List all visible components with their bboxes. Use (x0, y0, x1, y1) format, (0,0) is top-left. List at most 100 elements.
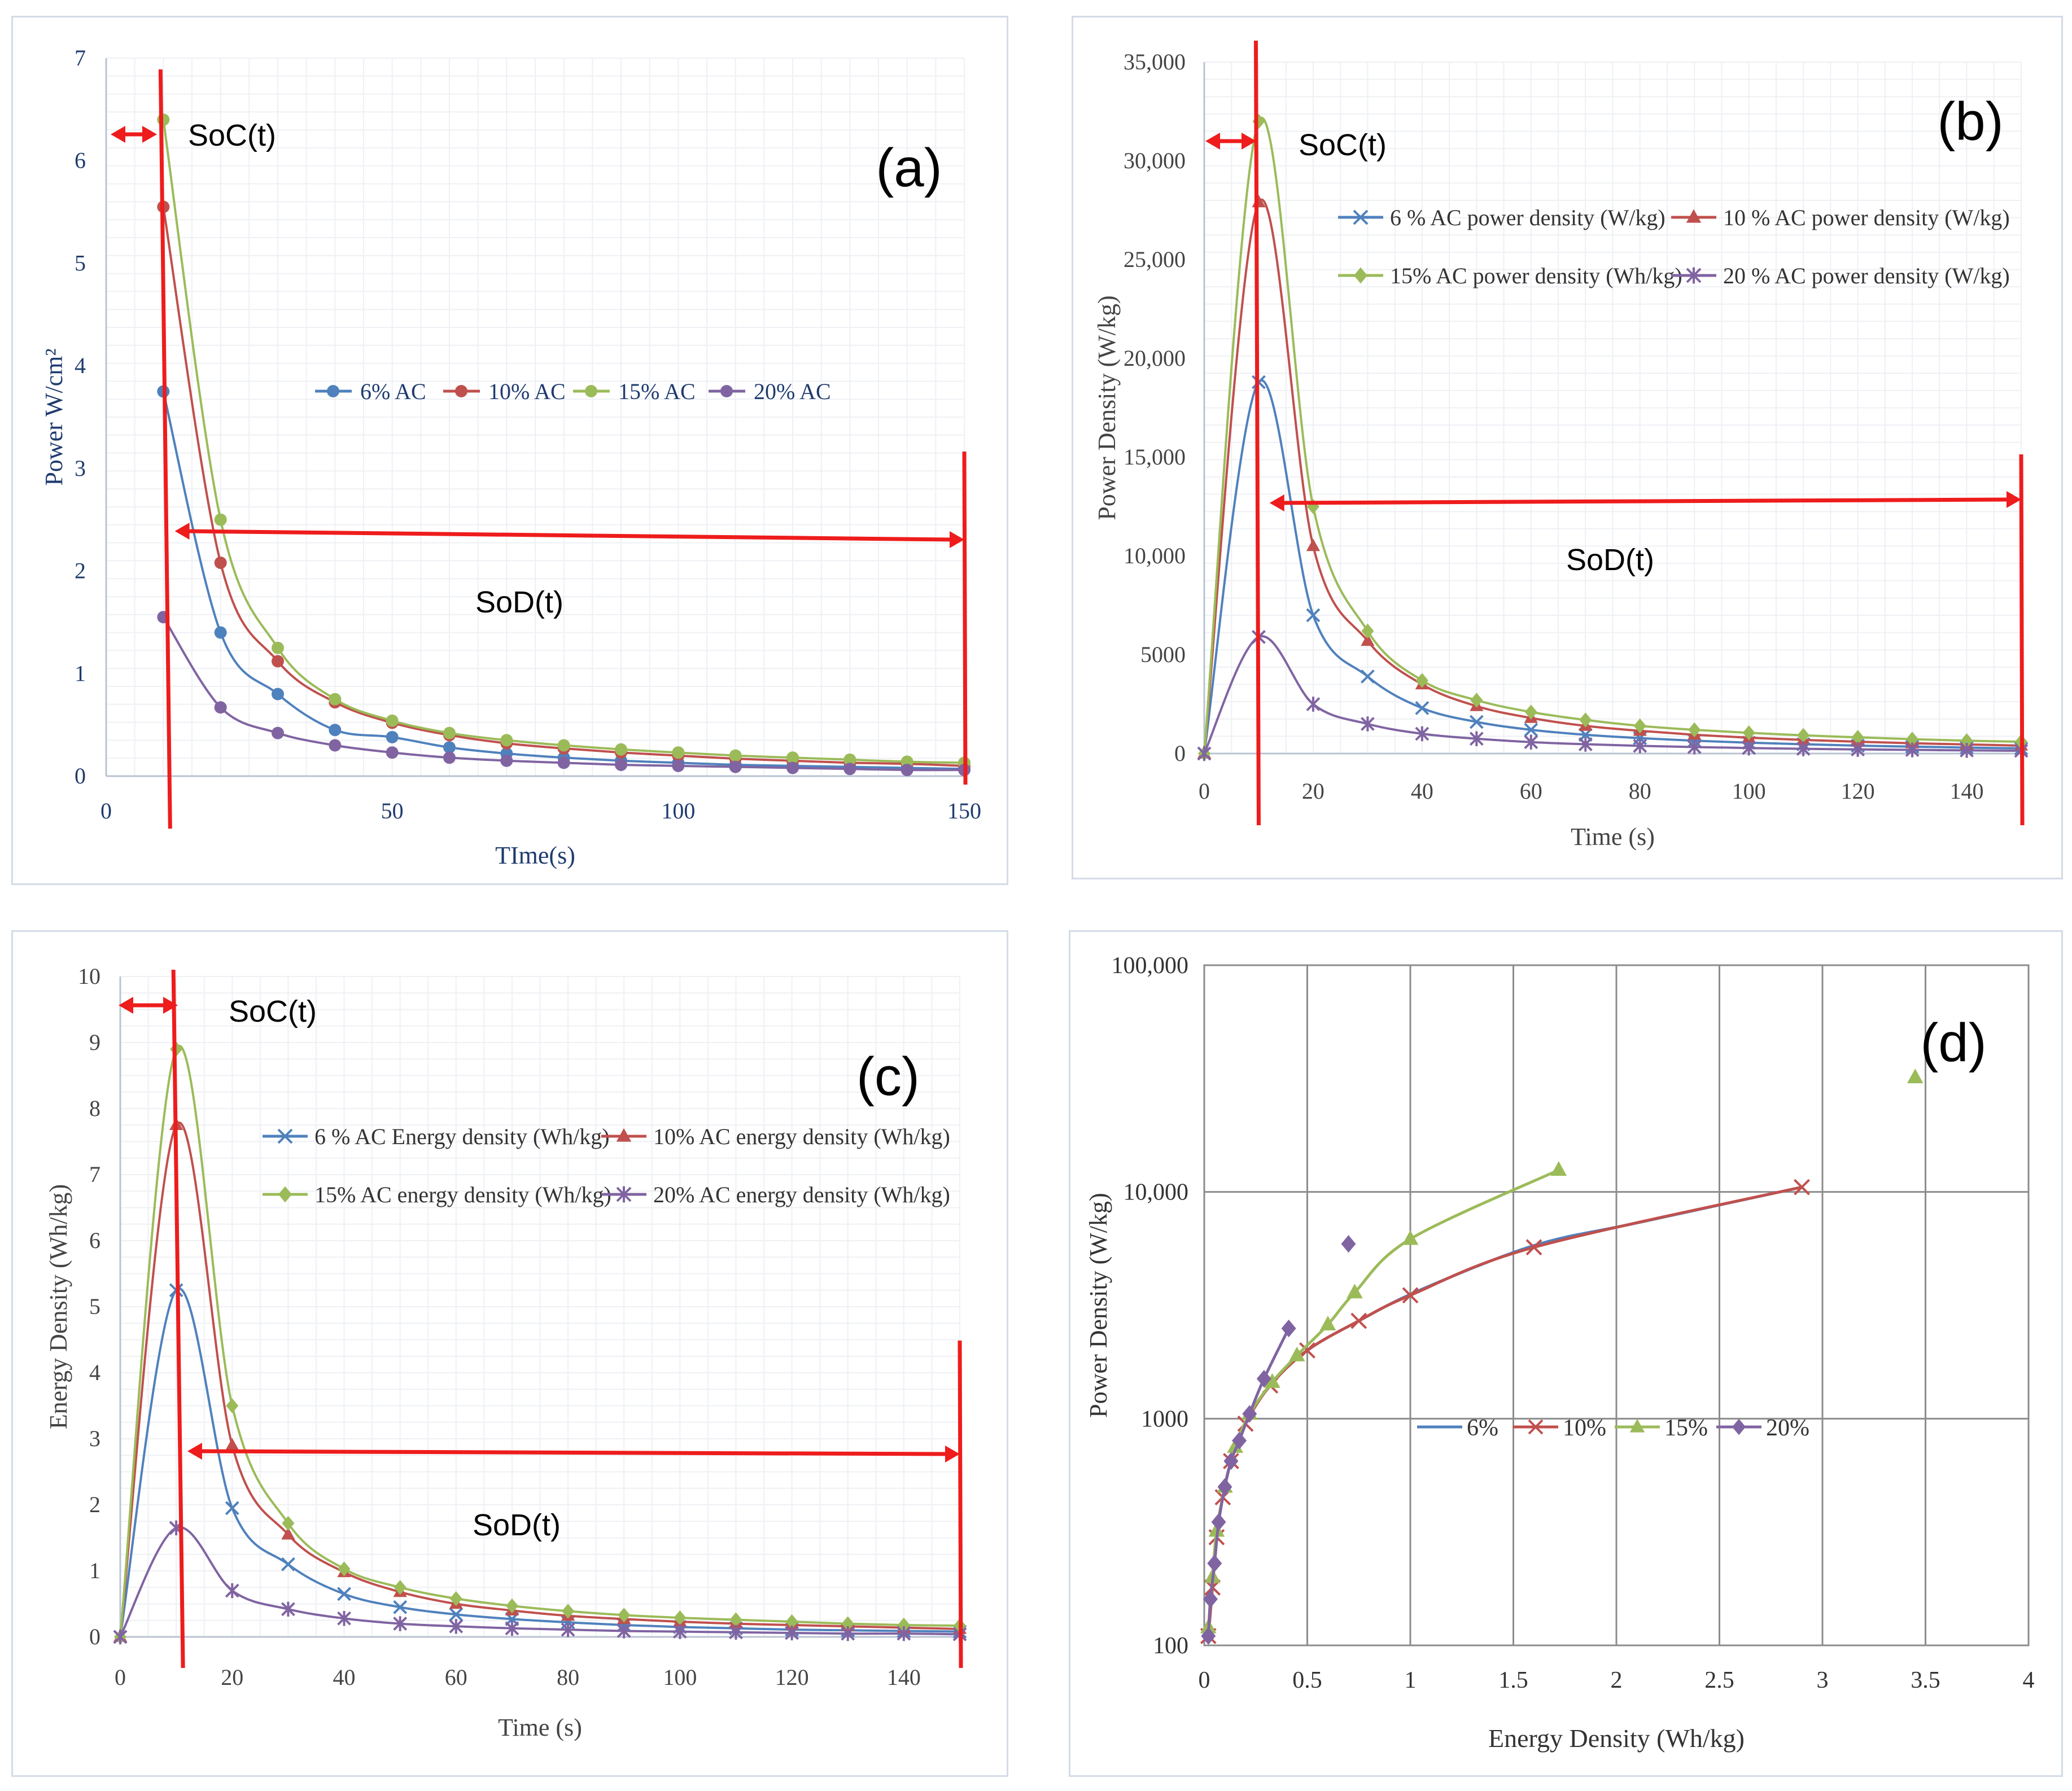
data-point (785, 1625, 799, 1641)
legend-marker (1686, 209, 1702, 223)
legend-label: 20% AC energy density (Wh/kg) (653, 1182, 950, 1207)
y-tick-label: 5000 (1140, 642, 1186, 667)
legend-marker (585, 385, 597, 397)
sod-arrow-left-head (174, 523, 190, 540)
legend-label: 10% (1563, 1415, 1606, 1441)
legend-marker (616, 1186, 632, 1203)
data-point (1299, 1342, 1315, 1359)
x-tick-label: 3.5 (1911, 1667, 1940, 1693)
data-point (1201, 1627, 1216, 1645)
sod-arrow-shaft (1280, 497, 2010, 505)
data-point (281, 1601, 295, 1617)
data-point (843, 763, 856, 776)
y-tick-label: 35,000 (1124, 49, 1186, 75)
data-point (1402, 1230, 1419, 1245)
data-point (1633, 738, 1647, 754)
data-point (1633, 718, 1646, 734)
data-point (1319, 1316, 1336, 1331)
data-point (1402, 1287, 1419, 1304)
sod-arrow-shaft (198, 1449, 949, 1456)
soc-divider-line (1253, 40, 1261, 826)
y-tick-label: 7 (89, 1162, 100, 1187)
data-point (225, 1501, 239, 1516)
x-tick-label: 0 (1199, 778, 1210, 804)
legend-label: 10 % AC power density (W/kg) (1723, 205, 2010, 230)
y-axis-label: Energy Density (Wh/kg) (45, 1184, 72, 1429)
data-point (1579, 712, 1592, 728)
data-point (443, 751, 456, 764)
data-point (1524, 722, 1538, 737)
x-tick-label: 50 (381, 798, 404, 824)
data-point (557, 756, 570, 769)
y-tick-label: 1 (75, 660, 86, 686)
y-tick-label: 100,000 (1112, 953, 1189, 979)
soc-divider-line (158, 69, 172, 829)
data-point (1223, 1452, 1239, 1470)
x-axis-label: TIme(s) (495, 842, 575, 869)
x-tick-label: 0 (1199, 1667, 1210, 1693)
data-point (113, 1629, 128, 1645)
data-point (281, 1527, 295, 1540)
legend-a: 6% AC 10% AC 15% AC 20% AC (315, 379, 831, 404)
data-point (1905, 742, 1920, 757)
legend-label: 15% AC energy density (Wh/kg) (314, 1182, 611, 1207)
data-point (1256, 1370, 1271, 1388)
sod-arrow-right-head (945, 1446, 960, 1462)
data-point (157, 113, 170, 126)
data-point (500, 754, 513, 767)
grid-d (1203, 964, 2030, 1647)
panel-label: (d) (1920, 1013, 1986, 1073)
data-point (1469, 715, 1484, 729)
series-line (1207, 1185, 1803, 1636)
series-line (119, 1045, 960, 1637)
data-point (897, 1617, 910, 1633)
y-tick-label: 4 (75, 353, 86, 378)
legend-d: 6% 10% 15% 20% (1417, 1415, 1809, 1441)
x-tick-label: 80 (1629, 778, 1651, 804)
sod-arrow-right-head (2007, 491, 2021, 508)
data-point (1687, 739, 1702, 755)
data-point (1550, 1161, 1567, 1176)
x-tick-label: 150 (947, 798, 981, 824)
data-point (449, 1607, 464, 1622)
data-point (282, 1516, 295, 1531)
y-tick-label: 2 (75, 558, 86, 584)
y-tick-label: 9 (89, 1030, 100, 1055)
data-point (729, 1624, 743, 1640)
x-tick-label: 20 (221, 1665, 243, 1690)
data-point (226, 1398, 239, 1413)
data-point (386, 714, 399, 727)
x-tick-label: 40 (1411, 778, 1433, 804)
y-tick-label: 25,000 (1124, 247, 1186, 272)
data-point (1524, 704, 1537, 720)
data-point (443, 741, 456, 754)
legend-label: 20% AC (754, 379, 831, 404)
legend-label: 20% (1766, 1415, 1809, 1441)
x-tick-label: 60 (445, 1665, 467, 1690)
series-line (162, 207, 965, 767)
data-point (1360, 716, 1375, 732)
data-point (615, 759, 627, 772)
soc-label: SoC(t) (229, 995, 317, 1028)
data-point (449, 1591, 462, 1606)
soc-label: SoC(t) (1299, 128, 1387, 162)
data-point (1906, 732, 1919, 747)
series-line (1207, 1328, 1290, 1636)
annotations-c: SoC(t) SoD(t) (119, 969, 963, 1669)
data-point (505, 1598, 518, 1614)
plot-frame-d (1203, 964, 2030, 1647)
data-point (1578, 737, 1593, 752)
data-point (1525, 1239, 1542, 1256)
legend-marker (1732, 1418, 1746, 1435)
panel-label: (b) (1937, 91, 2003, 152)
data-point (443, 726, 456, 739)
data-point (786, 751, 799, 764)
series-d-3 (1201, 1235, 1356, 1645)
data-point (1264, 1373, 1280, 1388)
data-point (1232, 1431, 1247, 1450)
soc-arrow-right-head (163, 997, 178, 1014)
x-tick-label: 140 (887, 1665, 921, 1690)
sod-end-line (962, 451, 968, 785)
data-point (505, 1621, 519, 1636)
